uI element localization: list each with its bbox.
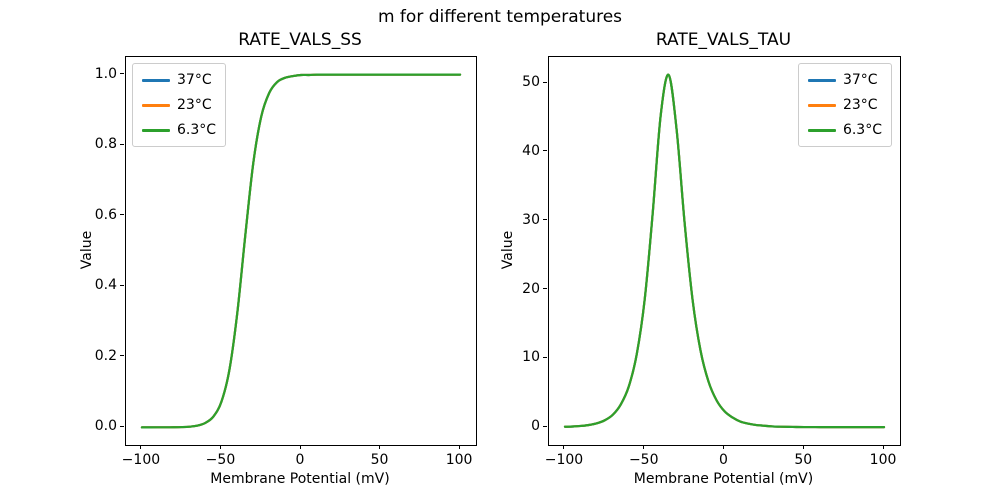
legend-line-sample	[807, 103, 836, 107]
y-tick-label: 30	[522, 211, 540, 228]
x-tick-label: −100	[121, 452, 161, 468]
y-tick-label: 0	[531, 418, 540, 435]
legend-entry-label: 37°C	[177, 72, 212, 88]
x-tick-mark	[882, 445, 884, 449]
legend-entry-label: 37°C	[842, 72, 878, 88]
y-tick-mark	[120, 284, 124, 286]
y-tick-mark	[120, 214, 124, 216]
subplot-rate-vals-tau-axes	[548, 56, 901, 446]
legend-line-sample	[807, 128, 836, 132]
legend-line-sample	[142, 103, 170, 107]
curve-6-3-c	[563, 73, 886, 429]
y-tick-mark	[120, 355, 124, 357]
x-tick-mark	[643, 445, 645, 449]
legend-line-sample	[142, 128, 170, 132]
x-tick-label: −50	[628, 452, 659, 468]
y-tick-label: 20	[522, 280, 540, 297]
y-tick-label: 0.4	[94, 277, 117, 294]
legend-entry: 37°C	[807, 71, 882, 89]
figure-title: m for different temperatures	[377, 7, 623, 27]
y-tick-label: 1.0	[94, 65, 117, 82]
legend-entry-label: 23°C	[177, 97, 212, 113]
y-tick-mark	[120, 73, 124, 75]
x-tick-label: 100	[445, 452, 473, 468]
y-tick-mark	[543, 425, 547, 427]
y-tick-mark	[543, 81, 547, 83]
x-tick-label: −50	[205, 452, 236, 468]
subplot-rate-vals-tau-ylabel: Value	[500, 230, 516, 270]
curve-6-3-c	[140, 73, 462, 429]
y-tick-label: 10	[522, 349, 540, 366]
subplot-rate-vals-tau-xlabel: Membrane Potential (mV)	[633, 471, 814, 487]
y-tick-mark	[120, 143, 124, 145]
legend-rate-vals-ss: 37°C 23°C 6.3°C	[132, 63, 227, 147]
y-tick-label: 0.2	[94, 347, 117, 364]
plot-area-rate-vals-tau	[563, 73, 886, 429]
x-tick-mark	[458, 445, 460, 449]
x-tick-label: 0	[295, 452, 305, 468]
legend-entry: 23°C	[807, 96, 882, 114]
legend-entry: 37°C	[142, 71, 216, 89]
y-tick-mark	[543, 150, 547, 152]
x-tick-label: −100	[544, 452, 584, 468]
subplot-rate-vals-tau-title: RATE_VALS_TAU	[655, 30, 792, 50]
y-tick-label: 40	[522, 142, 540, 159]
x-tick-mark	[299, 445, 301, 449]
y-tick-mark	[120, 425, 124, 427]
legend-entry: 23°C	[142, 96, 216, 114]
subplot-rate-vals-ss-title: RATE_VALS_SS	[238, 30, 362, 50]
legend-entry-label: 6.3°C	[842, 122, 882, 138]
legend-line-sample	[142, 78, 170, 82]
y-tick-label: 0.8	[94, 136, 117, 153]
legend-line-sample	[807, 78, 836, 82]
legend-entry: 6.3°C	[807, 121, 882, 139]
y-tick-mark	[543, 356, 547, 358]
x-tick-mark	[723, 445, 724, 449]
x-tick-label: 50	[370, 452, 389, 468]
x-tick-label: 100	[869, 452, 897, 468]
legend-entry-label: 23°C	[842, 97, 878, 113]
y-tick-label: 0.0	[94, 418, 117, 435]
x-tick-mark	[140, 445, 142, 449]
y-tick-mark	[543, 219, 547, 221]
legend-entry: 6.3°C	[142, 121, 216, 139]
x-tick-mark	[563, 445, 565, 449]
subplot-rate-vals-ss-ylabel: Value	[79, 230, 95, 270]
subplot-rate-vals-ss-xlabel: Membrane Potential (mV)	[210, 471, 390, 487]
y-tick-label: 50	[522, 74, 540, 91]
x-tick-label: 0	[719, 452, 728, 468]
y-tick-label: 0.6	[94, 206, 117, 223]
plot-area-rate-vals-ss	[140, 73, 462, 429]
y-tick-mark	[543, 288, 547, 290]
x-tick-mark	[379, 445, 381, 449]
x-tick-label: 50	[794, 452, 813, 468]
legend-rate-vals-tau: 37°C 23°C 6.3°C	[797, 63, 892, 147]
legend-entry-label: 6.3°C	[177, 122, 217, 138]
x-tick-mark	[219, 445, 221, 449]
x-tick-mark	[802, 445, 804, 449]
